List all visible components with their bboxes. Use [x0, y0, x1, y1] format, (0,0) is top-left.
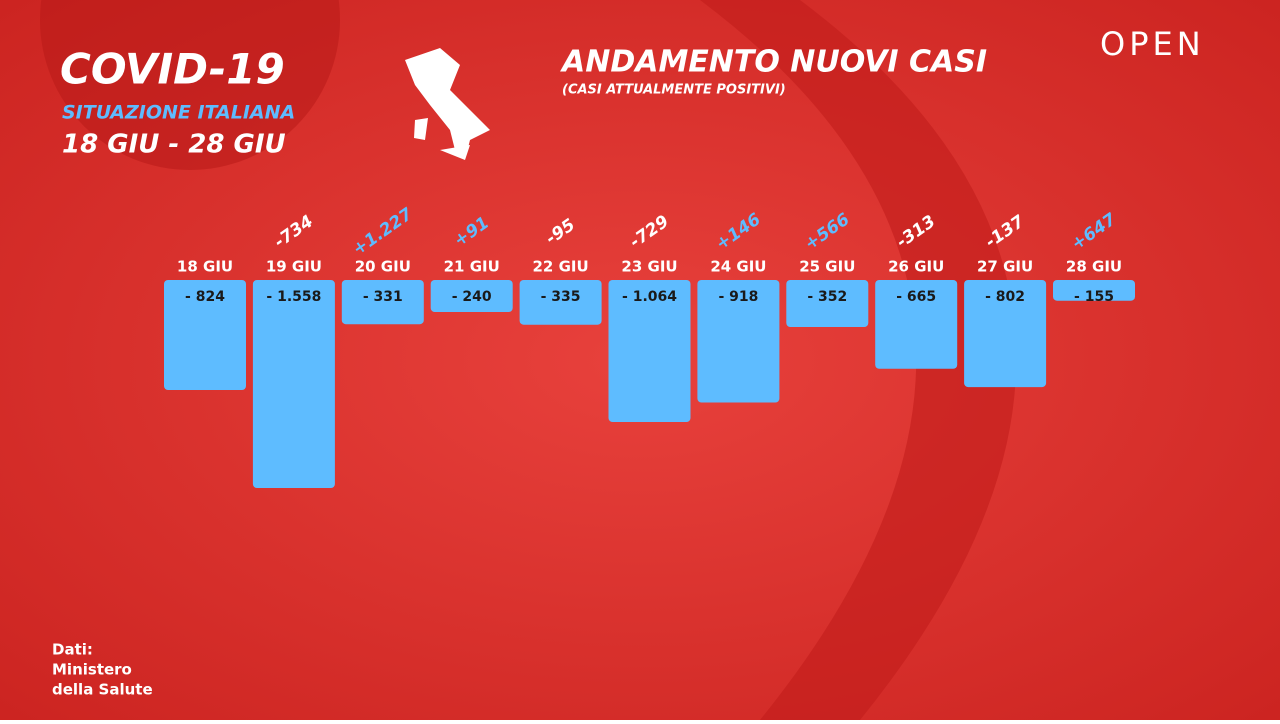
category-label: 20 GIU [355, 258, 411, 276]
category-label: 24 GIU [710, 258, 766, 276]
value-label: - 240 [452, 289, 492, 305]
header-title: COVID-19 [60, 45, 285, 94]
bar [697, 280, 780, 403]
header-subtitle: SITUAZIONE ITALIANA [62, 102, 295, 124]
bar [519, 280, 602, 325]
value-label: - 665 [896, 289, 936, 305]
bar [252, 280, 335, 488]
italy-map [405, 48, 490, 160]
value-label: - 331 [363, 289, 403, 305]
category-label: 21 GIU [444, 258, 500, 276]
decor [700, 0, 1017, 720]
value-label: - 1.558 [266, 289, 321, 305]
value-label: - 352 [807, 289, 847, 305]
category-label: 22 GIU [533, 258, 589, 276]
value-label: - 1.064 [622, 289, 677, 305]
source-line: Ministero [52, 661, 132, 679]
bar [964, 280, 1047, 388]
bar [164, 280, 246, 391]
decor [40, 0, 340, 170]
source-line: Dati: [52, 641, 93, 659]
category-label: 28 GIU [1066, 258, 1122, 276]
bar [341, 280, 424, 325]
value-label: - 155 [1074, 289, 1114, 305]
bar [875, 280, 958, 369]
category-label: 27 GIU [977, 258, 1033, 276]
brand: OPEN [1100, 25, 1205, 63]
value-label: - 335 [541, 289, 581, 305]
chart-title: ANDAMENTO NUOVI CASI [560, 45, 987, 80]
value-label: - 802 [985, 289, 1025, 305]
category-label: 23 GIU [621, 258, 677, 276]
bar [608, 280, 691, 423]
bar [786, 280, 869, 327]
bar [430, 280, 513, 313]
source-line: della Salute [52, 681, 153, 699]
category-label: 25 GIU [799, 258, 855, 276]
header-period: 18 GIU - 28 GIU [62, 130, 286, 160]
value-label: - 824 [185, 289, 225, 305]
bar [1053, 280, 1135, 301]
category-label: 19 GIU [266, 258, 322, 276]
category-label: 26 GIU [888, 258, 944, 276]
chart-subtitle: (CASI ATTUALMENTE POSITIVI) [562, 83, 786, 98]
category-label: 18 GIU [177, 258, 233, 276]
value-label: - 918 [718, 289, 758, 305]
